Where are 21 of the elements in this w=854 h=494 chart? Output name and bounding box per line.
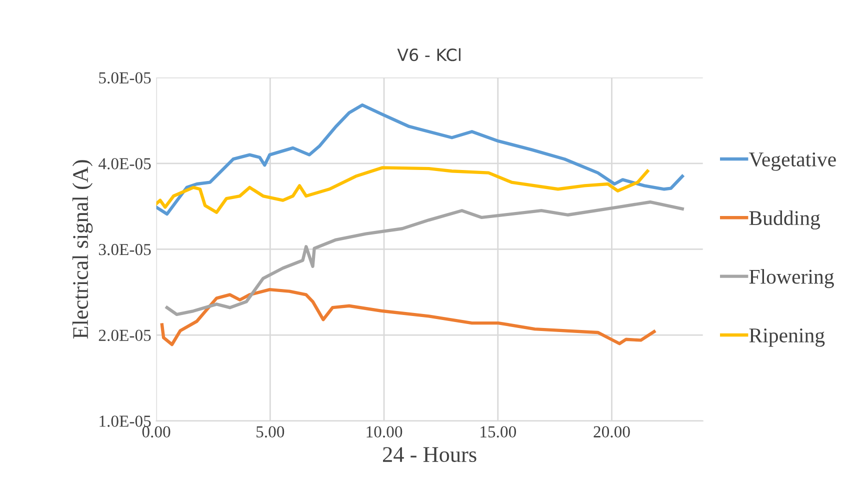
y-tick-label: 5.0E-05 — [99, 72, 151, 84]
y-axis-title: Electrical signal (A) — [72, 160, 93, 339]
legend-label: Ripening — [749, 328, 825, 347]
x-tick-label: 10.00 — [366, 426, 402, 438]
legend-label: Budding — [749, 210, 820, 230]
x-tick-label: 20.00 — [594, 426, 630, 438]
line-series — [165, 200, 684, 316]
x-tick-label: 5.00 — [256, 426, 284, 438]
line-series — [160, 288, 656, 346]
y-tick-label: 1.0E-05 — [100, 416, 151, 427]
x-tick-label: 15.00 — [480, 426, 516, 438]
x-tick-label: 0.00 — [142, 426, 170, 438]
y-tick-label: 2.0E-05 — [98, 330, 151, 342]
legend-label: Flowering — [749, 269, 834, 288]
line-series — [156, 103, 684, 216]
x-axis-title: 24 - Hours — [383, 447, 476, 462]
y-tick-label: 3.0E-05 — [98, 244, 151, 256]
legend-label: Vegetative — [748, 152, 836, 171]
y-tick-label: 4.0E-05 — [98, 158, 151, 170]
line-series — [156, 166, 650, 214]
chart-title: V6 - KCl — [397, 48, 460, 62]
